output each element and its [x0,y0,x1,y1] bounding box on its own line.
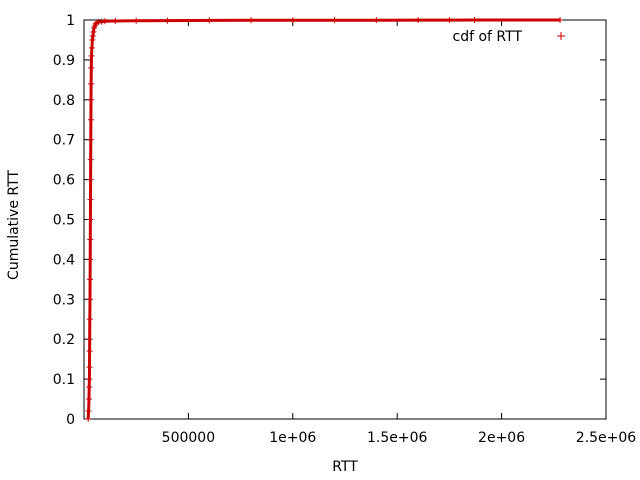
data-point [88,80,95,87]
data-point [87,136,94,143]
data-point [248,17,255,24]
x-tick: 2.5e+06 [576,20,637,446]
data-point [87,256,94,263]
data-point [415,17,422,24]
data-point [86,296,93,303]
legend: cdf of RTT [453,29,565,45]
y-tick-label: 0.1 [53,372,75,388]
x-tick: 1e+06 [269,20,316,446]
x-tick: 500000 [162,20,215,446]
y-tick-label: 0.8 [53,93,75,109]
y-tick: 0.1 [53,372,606,388]
y-tick: 1 [66,13,606,29]
y-tick-label: 0.7 [53,133,75,149]
y-tick-label: 1 [66,13,75,29]
data-point [471,17,478,24]
data-point [87,116,94,123]
cdf-trace [86,18,561,420]
data-point [87,276,94,283]
x-tick-label: 2.5e+06 [576,430,637,446]
data-point [86,376,93,383]
y-tick: 0.8 [53,93,606,109]
data-point [206,17,213,24]
data-point [88,44,95,51]
data-point [85,416,92,422]
data-point [101,18,108,25]
data-point [164,17,171,24]
y-axis-label: Cumulative RTT [6,170,22,280]
y-tick: 0.9 [53,53,606,69]
y-tick-label: 0.6 [53,173,75,189]
y-tick-label: 0.4 [53,252,75,268]
data-point [289,17,296,24]
data-point [86,396,93,403]
x-axis-ticks: 500000 1e+06 1.5e+06 2e+06 2.5e+06 [162,20,637,446]
y-tick: 0.2 [53,332,606,348]
y-tick-label: 0.2 [53,332,75,348]
data-point [89,32,96,39]
data-point [90,28,97,35]
y-tick: 0 [66,412,606,428]
data-point [86,364,93,371]
x-axis-label: RTT [332,459,358,475]
data-series-cdf-of-rtt [85,17,564,422]
data-point [112,17,119,24]
legend-label: cdf of RTT [453,29,523,45]
data-point [87,196,94,203]
x-tick-label: 1e+06 [269,430,316,446]
data-point [87,216,94,223]
data-point [86,348,93,355]
data-point [87,176,94,183]
data-point [446,17,453,24]
x-tick: 2e+06 [478,20,525,446]
plot-frame [83,19,607,420]
y-tick-label: 0.5 [53,213,75,229]
x-tick-label: 1.5e+06 [367,430,428,446]
y-tick-label: 0 [66,412,75,428]
legend-marker-plus [557,32,565,40]
data-point [87,156,94,163]
data-point [331,17,338,24]
x-tick-label: 2e+06 [478,430,525,446]
x-tick-label: 500000 [162,430,215,446]
y-tick: 0.5 [53,213,606,229]
y-axis-ticks: 0 0.1 0.2 0.3 0.4 0.5 0.6 0.7 0.8 0.9 1 [53,13,606,428]
y-tick: 0.3 [53,292,606,308]
data-point [373,17,380,24]
data-point [88,52,95,59]
y-tick-label: 0.3 [53,292,75,308]
y-tick: 0.4 [53,252,606,268]
data-point [86,384,93,391]
data-point [88,64,95,71]
data-point [87,236,94,243]
y-tick-label: 0.9 [53,53,75,69]
data-point [86,316,93,323]
data-point [87,96,94,103]
data-point [86,336,93,343]
data-point [133,17,140,24]
data-point [557,17,564,23]
data-point [85,408,92,415]
x-tick: 1.5e+06 [367,20,428,446]
y-tick: 0.7 [53,133,606,149]
y-tick: 0.6 [53,173,606,189]
